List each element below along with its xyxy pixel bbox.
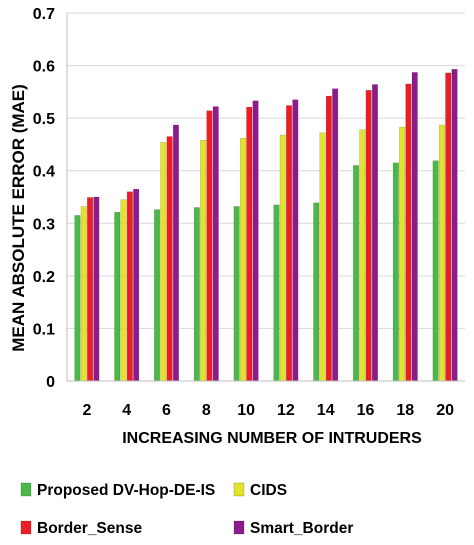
bar-cids-10 xyxy=(239,137,246,382)
bar-proposed-dv-hop-de-is-4 xyxy=(114,212,121,382)
bar-border-sense-16 xyxy=(365,90,372,382)
axes xyxy=(66,13,465,382)
bar-cids-8 xyxy=(200,139,207,382)
bar-cids-16 xyxy=(359,129,366,382)
bar-smart-border-18 xyxy=(411,72,418,382)
bar-smart-border-8 xyxy=(212,106,219,382)
bar-cids-12 xyxy=(279,134,286,382)
bar-border-sense-8 xyxy=(206,110,213,382)
y-tick-label: 0 xyxy=(46,374,55,391)
x-tick-label: 4 xyxy=(122,402,131,419)
bar-border-sense-14 xyxy=(325,95,332,382)
x-axis-label: INCREASING NUMBER OF INTRUDERS xyxy=(122,430,422,447)
legend-label: CIDS xyxy=(250,482,287,499)
y-tick-label: 0.3 xyxy=(33,216,55,233)
bar-proposed-dv-hop-de-is-16 xyxy=(353,165,360,382)
bar-border-sense-4 xyxy=(126,191,133,382)
bar-smart-border-14 xyxy=(332,88,339,382)
legend: Proposed DV-Hop-DE-IS CIDS Border_Sense Sma… xyxy=(20,482,353,537)
bar-cids-20 xyxy=(438,124,445,382)
x-tick-label: 10 xyxy=(237,402,255,419)
x-tick-label: 6 xyxy=(162,402,171,419)
x-tick-label: 8 xyxy=(202,402,211,419)
bar-smart-border-10 xyxy=(252,100,259,382)
legend-swatch xyxy=(233,520,245,535)
bars xyxy=(74,69,458,382)
bar-cids-6 xyxy=(160,142,167,382)
x-tick-label: 2 xyxy=(82,402,91,419)
x-tick-label: 20 xyxy=(436,402,454,419)
y-tick-label: 0.2 xyxy=(33,269,55,286)
x-tick-label: 16 xyxy=(357,402,375,419)
legend-label: Proposed DV-Hop-DE-IS xyxy=(37,482,215,499)
bar-cids-18 xyxy=(399,126,406,382)
y-tick-label: 0.1 xyxy=(33,321,55,338)
y-tick-label: 0.4 xyxy=(33,164,55,181)
bar-cids-2 xyxy=(80,206,87,382)
bar-proposed-dv-hop-de-is-18 xyxy=(392,162,399,382)
bar-smart-border-2 xyxy=(93,196,100,382)
legend-label: Smart_Border xyxy=(250,520,353,537)
legend-swatch xyxy=(233,482,245,497)
bar-border-sense-20 xyxy=(445,72,452,382)
bar-proposed-dv-hop-de-is-6 xyxy=(154,209,161,382)
bar-proposed-dv-hop-de-is-8 xyxy=(193,207,200,382)
bar-proposed-dv-hop-de-is-2 xyxy=(74,215,81,382)
bar-border-sense-2 xyxy=(87,197,94,382)
legend-label: Border_Sense xyxy=(37,520,142,537)
legend-swatch xyxy=(20,520,32,535)
bar-proposed-dv-hop-de-is-10 xyxy=(233,206,240,382)
bar-border-sense-6 xyxy=(166,136,173,382)
x-tick-label: 18 xyxy=(396,402,414,419)
bar-border-sense-10 xyxy=(246,106,253,382)
bar-proposed-dv-hop-de-is-12 xyxy=(273,204,280,382)
bar-proposed-dv-hop-de-is-14 xyxy=(313,202,320,382)
y-tick-label: 0.7 xyxy=(33,6,55,23)
y-tick-label: 0.5 xyxy=(33,111,55,128)
gridlines xyxy=(67,12,465,329)
bar-proposed-dv-hop-de-is-20 xyxy=(432,160,439,382)
y-axis-label: MEAN ABSOLUTE ERROR (MAE) xyxy=(9,84,28,352)
bar-cids-4 xyxy=(120,199,127,382)
bar-smart-border-16 xyxy=(371,84,378,382)
x-tick-label: 12 xyxy=(277,402,295,419)
y-tick-label: 0.6 xyxy=(33,59,55,76)
bar-smart-border-20 xyxy=(451,69,458,382)
x-tick-label: 14 xyxy=(317,402,335,419)
bar-smart-border-6 xyxy=(172,124,179,382)
legend-swatch xyxy=(20,482,32,497)
bar-border-sense-18 xyxy=(405,83,412,382)
tick-labels: 0 0.1 0.2 0.3 0.4 0.5 0.6 0.7 2 4 6 8 10 12 14 16 18 20 xyxy=(33,6,454,419)
bar-smart-border-4 xyxy=(133,188,140,382)
bar-border-sense-12 xyxy=(286,105,293,382)
bar-smart-border-12 xyxy=(292,99,299,382)
bar-cids-14 xyxy=(319,132,326,382)
